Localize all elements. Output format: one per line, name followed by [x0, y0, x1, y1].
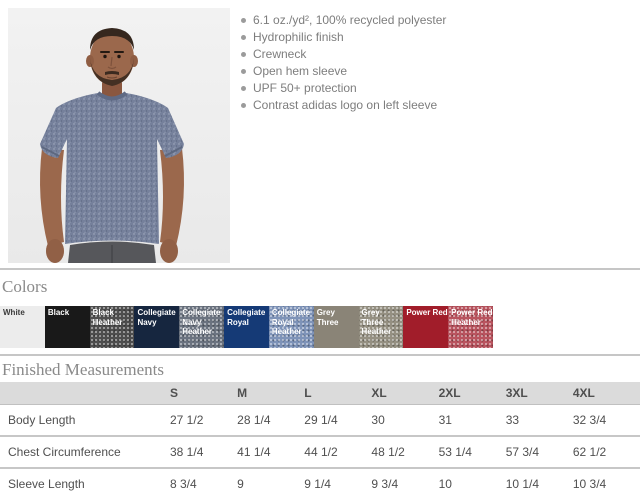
- color-swatch-collegiate-navy[interactable]: Collegiate Navy: [134, 306, 180, 348]
- product-photo-illustration: [8, 8, 230, 263]
- divider: [0, 354, 640, 356]
- color-swatch-white[interactable]: White: [0, 306, 45, 348]
- size-column-header: L: [304, 386, 312, 400]
- measurement-row-label: Chest Circumference: [8, 445, 121, 459]
- feature-list: 6.1 oz./yd², 100% recycled polyester Hydr…: [240, 12, 630, 114]
- measurement-value: 27 1/2: [170, 413, 204, 427]
- color-swatch-label: Grey Three Heather: [361, 308, 392, 336]
- measurement-row: Body Length 27 1/2 28 1/4 29 1/4 30 31 33 32 3/…: [0, 405, 640, 435]
- size-column-header: XL: [371, 386, 387, 400]
- color-swatch-label: Collegiate Navy: [137, 308, 176, 327]
- color-swatch-black[interactable]: Black: [44, 306, 90, 348]
- feature-item: UPF 50+ protection: [240, 80, 630, 97]
- feature-item: 6.1 oz./yd², 100% recycled polyester: [240, 12, 630, 29]
- divider: [0, 268, 640, 270]
- color-swatch-label: Black: [47, 308, 70, 317]
- measurement-value: 10 3/4: [572, 477, 607, 491]
- measurement-value: 48 1/2: [371, 445, 405, 459]
- color-swatch-collegiate-royal-heather[interactable]: Collegiate Royal Heather: [268, 306, 314, 348]
- size-column-header: 4XL: [572, 386, 595, 400]
- measurement-value: 53 1/4: [438, 445, 472, 459]
- measurements-section-title: Finished Measurements: [2, 360, 164, 379]
- measurement-value: 10: [438, 477, 452, 491]
- measurement-value: 33: [505, 413, 520, 427]
- color-swatch-label: Collegiate Royal Heather: [271, 308, 311, 336]
- color-swatch-label: Collegiate Royal: [227, 308, 266, 327]
- color-swatch-label: Power Red: [406, 308, 448, 317]
- measurement-row: Sleeve Length 8 3/4 9 9 1/4 9 3/4 10 10 1/4 10 …: [0, 467, 640, 497]
- product-photo: [8, 8, 230, 263]
- color-swatch-label: Grey Three: [316, 308, 339, 327]
- measurement-value: 57 3/4: [505, 445, 540, 459]
- size-column-header: S: [170, 386, 179, 400]
- measurement-value: 30: [371, 413, 385, 427]
- measurement-value: 8 3/4: [170, 477, 197, 491]
- size-column-header: M: [237, 386, 248, 400]
- measurement-value: 9 1/4: [304, 477, 331, 491]
- color-swatch-grey-three[interactable]: Grey Three: [313, 306, 359, 348]
- color-swatch-label: Power Red Heather: [451, 308, 493, 327]
- model-figure: [40, 28, 184, 263]
- size-column-header: 3XL: [505, 386, 528, 400]
- measurement-value: 28 1/4: [237, 413, 271, 427]
- color-swatch-label: Black Heather: [92, 308, 123, 327]
- measurement-row-label: Body Length: [8, 413, 76, 427]
- color-swatch-strip: White Black Black Heather Collegiate Navy Co…: [0, 306, 493, 348]
- measurement-value: 10 1/4: [505, 477, 540, 491]
- color-swatch-collegiate-royal[interactable]: Collegiate Royal: [224, 306, 269, 348]
- colors-section-title: Colors: [2, 277, 48, 296]
- measurement-value: 31: [438, 413, 452, 427]
- measurement-value: 9: [237, 477, 244, 491]
- measurement-value: 62 1/2: [572, 445, 607, 459]
- measurement-value: 29 1/4: [304, 413, 338, 427]
- measurement-row: Chest Circumference 38 1/4 41 1/4 44 1/2 48 …: [0, 435, 640, 467]
- measurements-header-row: S M L XL 2XL 3XL 4XL: [0, 382, 640, 405]
- feature-item: Open hem sleeve: [240, 63, 630, 80]
- feature-item: Crewneck: [240, 46, 630, 63]
- measurement-value: 44 1/2: [304, 445, 338, 459]
- feature-item: Contrast adidas logo on left sleeve: [240, 97, 630, 114]
- measurements-table: S M L XL 2XL 3XL 4XL Body Length 27 1/2 28 1/4 29…: [0, 382, 640, 497]
- size-column-header: 2XL: [438, 386, 461, 400]
- color-swatch-black-heather[interactable]: Black Heather: [89, 306, 135, 348]
- color-swatch-power-red-heather[interactable]: Power Red Heather: [448, 306, 493, 348]
- measurement-value: 32 3/4: [572, 413, 607, 427]
- color-swatch-power-red[interactable]: Power Red: [403, 306, 449, 348]
- measurement-value: 38 1/4: [170, 445, 204, 459]
- color-swatch-collegiate-navy-heather[interactable]: Collegiate Navy Heather: [179, 306, 225, 348]
- measurement-value: 9 3/4: [371, 477, 399, 491]
- measurement-row-label: Sleeve Length: [8, 477, 85, 491]
- color-swatch-grey-three-heather[interactable]: Grey Three Heather: [358, 306, 404, 348]
- color-swatch-label: White: [3, 308, 25, 317]
- measurement-value: 41 1/4: [237, 445, 271, 459]
- color-swatch-label: Collegiate Navy Heather: [182, 308, 221, 336]
- feature-item: Hydrophilic finish: [240, 29, 630, 46]
